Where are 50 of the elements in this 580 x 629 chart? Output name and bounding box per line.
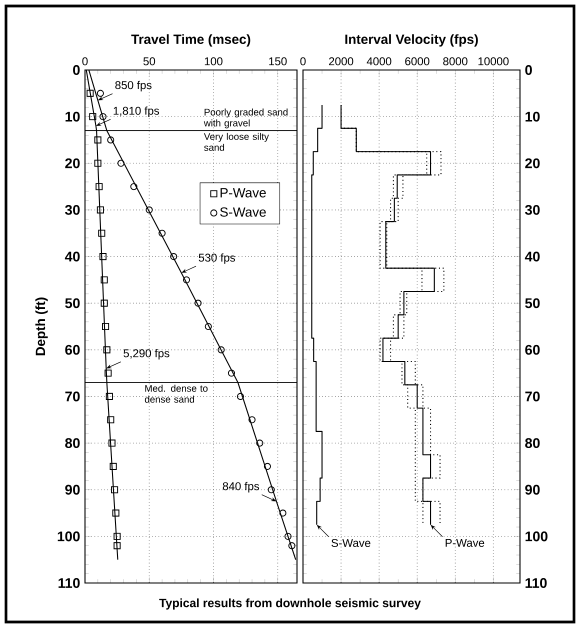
x-tick-label: 100 bbox=[204, 57, 222, 66]
x-axis-title: Travel Time (msec) bbox=[131, 34, 250, 47]
y-tick-label: 20 bbox=[65, 158, 80, 168]
y-tick-label: 100 bbox=[526, 531, 548, 542]
y-tick-label: 0 bbox=[525, 65, 532, 75]
legend-label: P-Wave bbox=[220, 188, 266, 198]
x-tick-label: 10000 bbox=[478, 57, 509, 66]
x-axis-title: Interval Velocity (fps) bbox=[345, 34, 478, 47]
x-tick-label: 50 bbox=[143, 57, 156, 66]
y-tick-label: 110 bbox=[526, 578, 547, 588]
x-tick-label: 0 bbox=[82, 57, 88, 66]
y-tick-label: 90 bbox=[65, 484, 80, 495]
x-tick-label: 8000 bbox=[443, 57, 468, 66]
annotation: P-Wave bbox=[446, 538, 484, 547]
y-axis-title: Depth (ft) bbox=[35, 298, 48, 356]
ref-line-label: Med. dense to dense sand bbox=[144, 384, 208, 403]
y-tick-label: 30 bbox=[65, 204, 80, 215]
y-tick-label: 10 bbox=[66, 112, 80, 122]
legend-label: S-Wave bbox=[220, 207, 266, 217]
y-tick-label: 20 bbox=[525, 158, 540, 168]
annotation: 5,290 fps bbox=[124, 348, 170, 360]
x-tick-label: 0 bbox=[300, 57, 306, 66]
y-tick-label: 60 bbox=[525, 344, 540, 355]
y-tick-label: 110 bbox=[58, 578, 80, 588]
y-tick-label: 70 bbox=[65, 392, 80, 402]
y-tick-label: 80 bbox=[65, 438, 80, 448]
y-tick-label: 90 bbox=[525, 484, 540, 495]
x-tick-label: 4000 bbox=[366, 57, 392, 66]
annotation: S-Wave bbox=[331, 538, 370, 547]
y-tick-label: 10 bbox=[526, 112, 540, 122]
y-tick-label: 50 bbox=[65, 298, 80, 308]
ref-line-label: Very loose silty sand bbox=[204, 132, 269, 151]
x-tick-label: 6000 bbox=[405, 57, 430, 66]
y-tick-label: 30 bbox=[525, 204, 540, 215]
annotation: 850 fps bbox=[115, 80, 152, 92]
y-tick-label: 40 bbox=[64, 252, 80, 262]
y-tick-label: 0 bbox=[73, 65, 80, 75]
text: Typical results from downhole seismic survey bbox=[159, 598, 421, 610]
annotation: 840 fps bbox=[222, 482, 260, 492]
y-tick-label: 80 bbox=[525, 438, 540, 448]
y-tick-label: 70 bbox=[525, 392, 540, 402]
x-tick-label: 150 bbox=[269, 57, 287, 66]
y-tick-label: 60 bbox=[65, 344, 80, 355]
y-tick-label: 40 bbox=[524, 252, 540, 262]
x-tick-label: 2000 bbox=[329, 57, 354, 66]
annotation: 530 fps bbox=[198, 253, 236, 264]
annotation: 1,810 fps bbox=[114, 106, 160, 118]
annotation: Poorly graded sand with gravel bbox=[204, 108, 288, 128]
y-tick-label: 100 bbox=[58, 531, 80, 542]
y-tick-label: 50 bbox=[525, 298, 540, 308]
